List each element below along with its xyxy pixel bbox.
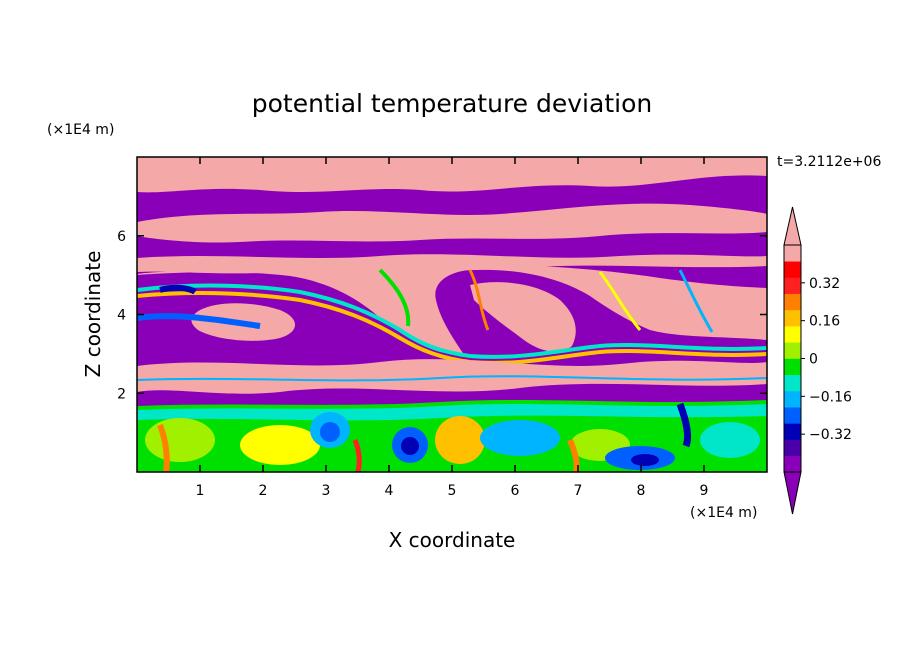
- x-axis-unit: (×1E4 m): [690, 505, 757, 521]
- colorbar-tick-label: 0.16: [809, 314, 840, 330]
- y-tick-label: 6: [117, 229, 126, 245]
- colorbar-segment: [784, 423, 801, 440]
- colorbar-segment: [784, 293, 801, 311]
- colorbar-segment: [784, 309, 801, 327]
- x-axis-label: X coordinate: [389, 528, 516, 552]
- colorbar-segment: [784, 245, 801, 262]
- x-tick-label: 5: [448, 483, 457, 499]
- colorbar-segment: [784, 390, 801, 408]
- x-tick-label: 4: [385, 483, 394, 499]
- colorbar-segment: [784, 407, 801, 424]
- x-tick-label: 1: [196, 483, 205, 499]
- colorbar-segment: [784, 277, 801, 294]
- x-tick-label: 3: [322, 483, 331, 499]
- colorbar-extend-min: [783, 471, 802, 515]
- colorbar-segment: [784, 261, 801, 278]
- colorbar-segment: [784, 326, 801, 343]
- x-tick-label: 2: [259, 483, 268, 499]
- colorbar-segment: [784, 374, 801, 392]
- x-tick-label: 9: [700, 483, 709, 499]
- y-ticks: 2 4 6: [117, 229, 767, 402]
- chart-title: potential temperature deviation: [252, 89, 652, 118]
- y-tick-label: 2: [117, 386, 126, 402]
- colorbar-tick-label: −0.32: [809, 427, 852, 443]
- x-ticks: 1 2 3 4 5 6 7 8 9: [196, 157, 709, 499]
- colorbar-tick-label: −0.16: [809, 389, 852, 405]
- x-tick-label: 7: [574, 483, 583, 499]
- y-axis-label: Z coordinate: [81, 251, 105, 378]
- colorbar-segment: [784, 358, 801, 376]
- colorbar-segment: [784, 342, 801, 359]
- y-tick-label: 4: [117, 308, 126, 324]
- colorbar-tick-label: 0.32: [809, 276, 840, 292]
- y-axis-unit: (×1E4 m): [47, 122, 114, 138]
- colorbar-segment: [784, 455, 801, 473]
- colorbar: 0.32 0.16 0 −0.16 −0.32: [783, 206, 852, 515]
- time-label: t=3.2112e+06: [777, 154, 881, 170]
- colorbar-extend-max: [783, 206, 802, 246]
- x-tick-label: 8: [637, 483, 646, 499]
- colorbar-tick-label: 0: [809, 352, 818, 368]
- x-tick-label: 6: [511, 483, 520, 499]
- colorbar-segment: [784, 439, 801, 457]
- contour-field: [137, 157, 767, 472]
